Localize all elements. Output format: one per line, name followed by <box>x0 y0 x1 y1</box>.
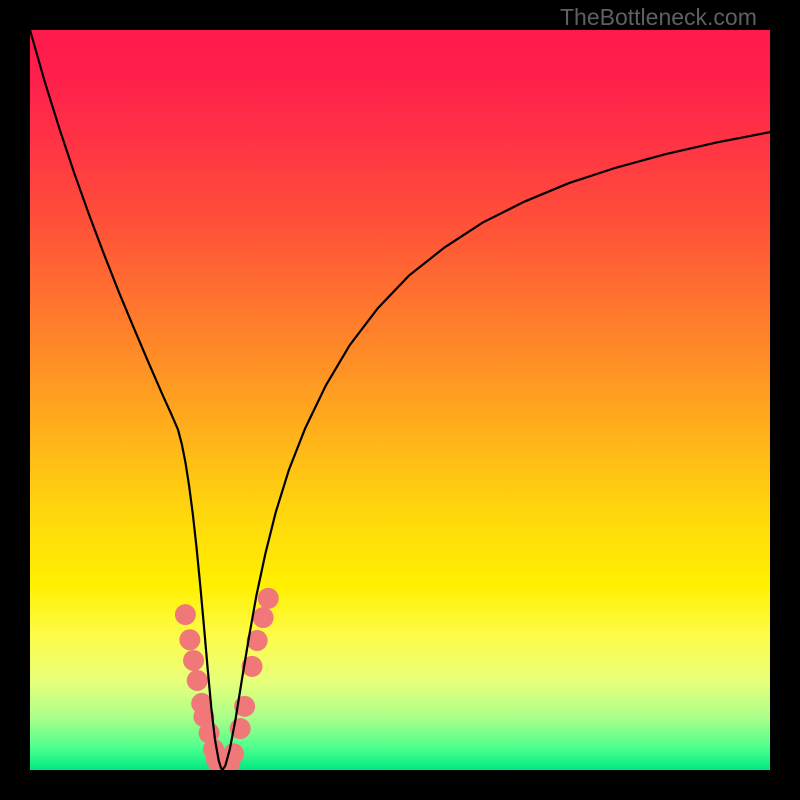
plot-area <box>30 30 770 770</box>
cluster-dot <box>183 650 204 671</box>
gradient-background <box>30 30 770 770</box>
chart-frame: TheBottleneck.com <box>0 0 800 800</box>
cluster-dot <box>187 670 208 691</box>
chart-svg <box>30 30 770 770</box>
cluster-dot <box>179 629 200 650</box>
cluster-dot <box>258 588 279 609</box>
cluster-dot <box>175 604 196 625</box>
cluster-dot <box>253 607 274 628</box>
watermark-text: TheBottleneck.com <box>560 4 757 31</box>
